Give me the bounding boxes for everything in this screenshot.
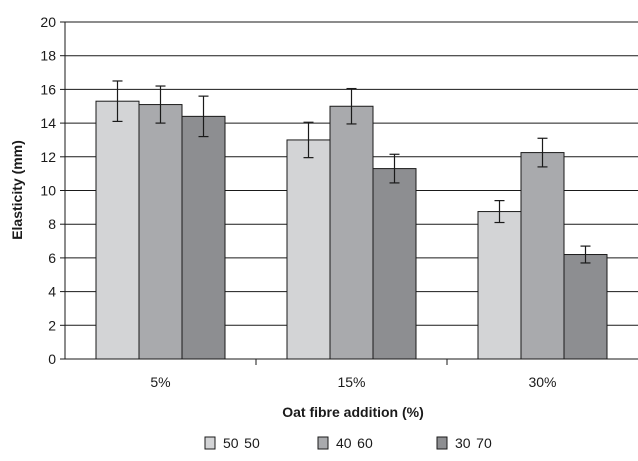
y-tick-labels: 0 2 4 6 8 10 12 14 16 18 20	[40, 14, 56, 367]
y-tick-label: 4	[48, 284, 56, 300]
y-tick-label: 10	[40, 183, 56, 199]
axes	[60, 21, 638, 365]
y-tick-label: 18	[40, 48, 56, 64]
bars	[95, 100, 608, 360]
bar	[95, 100, 140, 360]
y-tick-label: 2	[48, 317, 56, 333]
y-tick-label: 16	[40, 81, 56, 97]
bar	[520, 152, 565, 360]
bar	[138, 104, 183, 360]
legend-swatch	[436, 436, 448, 450]
bar	[372, 168, 417, 360]
y-tick-label: 0	[48, 351, 56, 367]
x-category-labels: 5% 15% 30%	[150, 374, 556, 390]
legend-label: 50 50	[223, 435, 260, 451]
bar	[477, 211, 522, 360]
y-tick-label: 14	[40, 115, 56, 131]
error-bars	[112, 80, 591, 264]
legend-label: 30 70	[455, 435, 492, 451]
x-category-label: 15%	[337, 374, 365, 390]
legend-swatch	[204, 436, 216, 450]
legend: 50 50 40 60 30 70	[204, 435, 492, 451]
x-category-label: 5%	[150, 374, 170, 390]
y-axis-title: Elasticity (mm)	[9, 140, 25, 240]
bar	[329, 105, 374, 360]
y-tick-label: 12	[40, 149, 56, 165]
y-tick-label: 20	[40, 14, 56, 30]
bar	[181, 115, 226, 360]
y-tick-label: 6	[48, 250, 56, 266]
bar	[286, 139, 331, 360]
legend-swatch	[317, 436, 329, 450]
x-category-label: 30%	[528, 374, 556, 390]
legend-label: 40 60	[336, 435, 373, 451]
bar	[563, 254, 608, 360]
x-axis-title: Oat fibre addition (%)	[282, 404, 424, 420]
y-tick-label: 8	[48, 216, 56, 232]
